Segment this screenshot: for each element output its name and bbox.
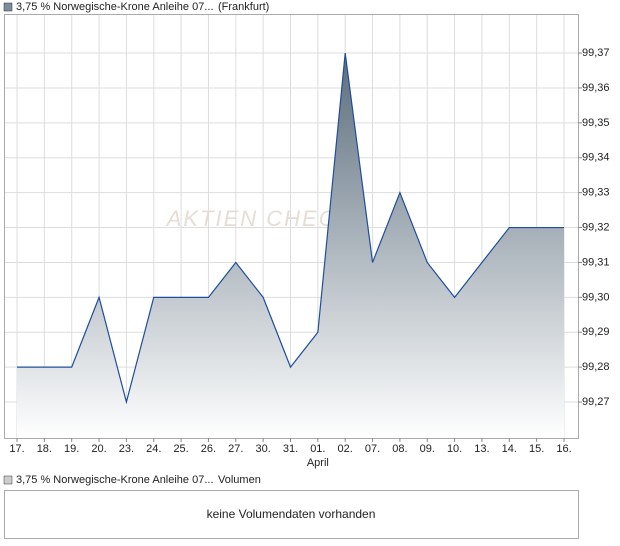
y-tick-label: 99,28 (582, 361, 610, 373)
x-tick-label: 13. (474, 443, 489, 455)
y-tick-label: 99,34 (582, 152, 610, 164)
x-tick-label: 17. (9, 443, 24, 455)
x-tick-label: 08. (392, 443, 407, 455)
x-tick-label: 30. (256, 443, 271, 455)
x-tick-label: 09. (420, 443, 435, 455)
line (17, 52, 564, 405)
x-tick-label: 23. (119, 443, 134, 455)
x-tick-label: 02. (338, 443, 353, 455)
volume-message: keine Volumendaten vorhanden (207, 507, 376, 521)
x-tick-label: 01. (310, 443, 325, 455)
watermark: AKTIEN CHECK (165, 206, 354, 231)
month-label: April (307, 457, 329, 469)
volume-legend-title: 3,75 % Norwegische-Krone Anleihe 07... (16, 474, 214, 486)
y-tick-label: 99,35 (582, 117, 610, 129)
legend-subtitle: (Frankfurt) (218, 1, 269, 13)
x-tick-label: 14. (502, 443, 517, 455)
area (17, 53, 564, 438)
y-tick-label: 99,30 (582, 291, 610, 303)
y-tick-label: 99,37 (582, 47, 610, 59)
x-tick-label: 10. (447, 443, 462, 455)
y-tick-label: 99,36 (582, 82, 610, 94)
x-tick-label: 19. (64, 443, 79, 455)
y-tick-label: 99,32 (582, 221, 610, 233)
volume-legend-subtitle: Volumen (218, 474, 261, 486)
x-tick-label: 18. (37, 443, 52, 455)
x-tick-label: 24. (146, 443, 161, 455)
x-tick-label: 26. (201, 443, 216, 455)
volume-frame (4, 490, 579, 539)
y-tick-label: 99,33 (582, 187, 610, 199)
x-tick-label: 27. (228, 443, 243, 455)
x-tick-label: 20. (91, 443, 106, 455)
y-tick-label: 99,31 (582, 256, 610, 268)
plot-frame (4, 14, 579, 439)
y-tick-label: 99,29 (582, 326, 610, 338)
x-tick-label: 31. (283, 443, 298, 455)
x-tick-label: 25. (173, 443, 188, 455)
volume-legend-swatch (3, 475, 13, 485)
x-tick-label: 07. (365, 443, 380, 455)
y-tick-label: 99,27 (582, 396, 610, 408)
legend-title: 3,75 % Norwegische-Krone Anleihe 07... (16, 1, 214, 13)
x-tick-label: 16. (556, 443, 571, 455)
x-tick-label: 15. (529, 443, 544, 455)
legend-swatch (3, 2, 13, 12)
